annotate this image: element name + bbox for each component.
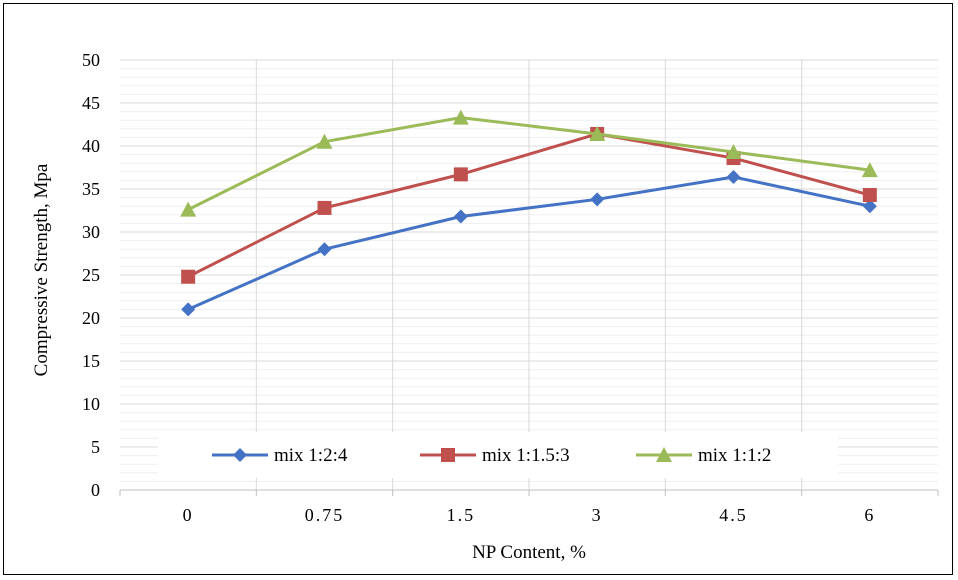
data-point-marker: [452, 109, 469, 125]
x-tick-label: 6: [864, 505, 875, 525]
legend-label: mix 1:2:4: [274, 445, 348, 466]
legend-marker: [441, 448, 455, 462]
x-tick-label: 0.75: [305, 505, 345, 525]
legend-label: mix 1:1:2: [698, 445, 771, 466]
x-axis-title: NP Content, %: [472, 542, 586, 563]
y-tick-label: 40: [82, 136, 100, 156]
y-tick-label: 25: [82, 265, 100, 285]
chart-frame: [3, 3, 953, 575]
y-axis-title: Compressive Strength, Mpa: [31, 163, 52, 376]
y-tick-label: 10: [82, 394, 100, 414]
y-tick-label: 20: [82, 308, 100, 328]
legend-marker: [656, 447, 672, 462]
data-point-marker: [181, 302, 196, 317]
data-point-marker: [726, 169, 741, 184]
data-point-marker: [861, 162, 878, 178]
legend-marker: [233, 448, 247, 462]
y-tick-label: 0: [91, 480, 100, 500]
data-point-marker: [181, 269, 196, 284]
y-tick-label: 30: [82, 222, 100, 242]
data-point-marker: [590, 192, 605, 207]
series-lines: [180, 109, 878, 317]
x-tick-label: 4.5: [719, 505, 748, 525]
data-point-marker: [589, 125, 606, 141]
x-tick-label: 1.5: [447, 505, 476, 525]
y-tick-labels: 0 5 10 15 20 25 30 35 40 45 50: [82, 50, 100, 500]
y-tick-label: 45: [82, 93, 100, 113]
data-point-marker: [862, 199, 877, 214]
x-tick-labels: 0 0.75 1.5 3 4.5 6: [183, 505, 875, 525]
data-point-marker: [453, 209, 468, 224]
data-point-marker: [862, 188, 877, 203]
axes: [119, 489, 939, 496]
x-tick-label: 3: [592, 505, 603, 525]
data-point-marker: [725, 144, 742, 160]
series-line-3: [187, 116, 871, 211]
legend: mix 1:2:4 mix 1:1.5:3 mix 1:1:2: [158, 432, 838, 478]
y-tick-label: 50: [82, 50, 100, 70]
data-point-marker: [453, 167, 468, 182]
y-tick-label: 35: [82, 179, 100, 199]
data-point-marker: [316, 133, 333, 149]
data-point-marker: [317, 242, 332, 257]
y-tick-label: 15: [82, 351, 100, 371]
x-tick-label: 0: [183, 505, 194, 525]
series-line-1: [187, 175, 871, 311]
data-point-marker: [317, 200, 332, 215]
series-line-2: [187, 132, 871, 279]
legend-label: mix 1:1.5:3: [482, 445, 570, 466]
y-tick-label: 5: [91, 437, 100, 457]
data-point-marker: [180, 201, 197, 217]
legend-box: [158, 432, 838, 478]
